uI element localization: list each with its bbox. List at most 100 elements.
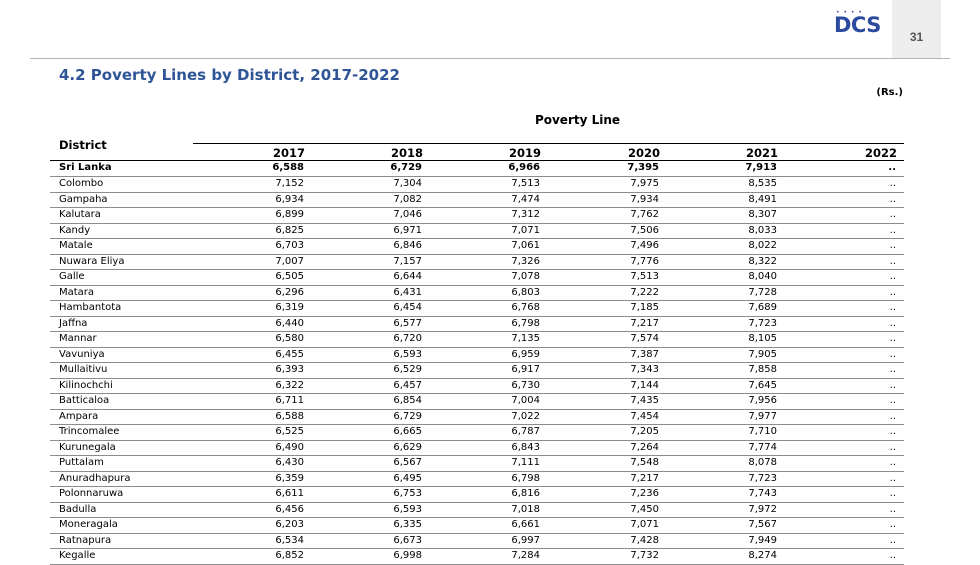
value-2019: 6,661 <box>511 519 540 530</box>
value-2019: 7,071 <box>511 224 540 236</box>
value-2019: 6,803 <box>511 286 540 298</box>
table-row: Polonnaruwa 6,611 6,753 6,816 7,236 7,743.. <box>50 487 904 503</box>
value-2022: .. <box>889 178 896 189</box>
district-name: Moneragala <box>59 519 118 530</box>
value-2019: 7,018 <box>511 503 540 515</box>
district-name: Ampara <box>59 410 99 422</box>
value-2019: 7,004 <box>511 395 540 406</box>
table-row: Kalutara 6,899 7,046 7,312 7,762 8,307.. <box>50 208 904 224</box>
table-row: Mannar 6,580 6,720 7,135 7,574 8,105.. <box>50 332 904 348</box>
value-2018: 6,665 <box>393 426 422 437</box>
value-2018: 6,335 <box>393 519 422 530</box>
table-row: Vavuniya 6,455 6,593 6,959 7,387 7,905.. <box>50 348 904 363</box>
district-name: Galle <box>59 271 85 282</box>
value-2022: .. <box>889 193 896 205</box>
value-2021: 7,905 <box>748 348 777 360</box>
value-2018: 6,593 <box>393 503 422 515</box>
header-rule-bottom <box>50 160 904 161</box>
value-2018: 6,720 <box>393 333 422 344</box>
value-2022: .. <box>889 209 896 220</box>
page-number-box: 31 <box>892 0 941 58</box>
value-2020: 7,387 <box>630 348 659 360</box>
district-name: Kegalle <box>59 550 96 561</box>
value-2017: 6,934 <box>275 193 304 205</box>
value-2022: .. <box>889 457 896 468</box>
logo-dots: • • • • <box>836 9 863 16</box>
value-2022: .. <box>889 364 896 375</box>
header-divider <box>30 58 950 59</box>
value-2019: 7,061 <box>511 240 540 251</box>
value-2018: 6,846 <box>393 240 422 251</box>
value-2021: 8,274 <box>748 550 777 561</box>
value-2019: 7,326 <box>511 255 540 267</box>
value-2020: 7,185 <box>630 302 659 313</box>
value-2018: 6,629 <box>393 441 422 453</box>
value-2022: .. <box>889 317 896 329</box>
value-2019: 6,798 <box>511 317 540 329</box>
table-row: Kegalle 6,852 6,998 7,284 7,732 8,274.. <box>50 549 904 565</box>
value-2020: 7,395 <box>627 162 659 173</box>
value-2020: 7,435 <box>630 395 659 406</box>
value-2020: 7,428 <box>630 534 659 546</box>
value-2022: .. <box>889 379 896 391</box>
district-name: Kalutara <box>59 209 101 220</box>
value-2020: 7,548 <box>630 457 659 468</box>
value-2018: 6,854 <box>393 395 422 406</box>
value-2017: 6,505 <box>275 271 304 282</box>
value-2022: .. <box>889 255 896 267</box>
district-name: Kandy <box>59 224 91 236</box>
value-2018: 6,454 <box>393 302 422 313</box>
value-2019: 7,078 <box>511 271 540 282</box>
value-2019: 7,022 <box>511 410 540 422</box>
table-row: Ratnapura 6,534 6,673 6,997 7,428 7,949.. <box>50 534 904 549</box>
value-2021: 7,956 <box>748 395 777 406</box>
value-2018: 6,529 <box>393 364 422 375</box>
value-2022: .. <box>889 348 896 360</box>
district-name: Hambantota <box>59 302 122 313</box>
value-2020: 7,450 <box>630 503 659 515</box>
value-2017: 6,525 <box>275 426 304 437</box>
value-2018: 6,431 <box>393 286 422 298</box>
table-row: Matara 6,296 6,431 6,803 7,222 7,728.. <box>50 286 904 301</box>
value-2021: 7,858 <box>748 364 777 375</box>
value-2022: .. <box>889 519 896 530</box>
table-row: Puttalam 6,430 6,567 7,111 7,548 8,078.. <box>50 456 904 472</box>
value-2020: 7,732 <box>630 550 659 561</box>
value-2021: 7,723 <box>748 317 777 329</box>
value-2022: .. <box>889 410 896 422</box>
value-2020: 7,762 <box>630 209 659 220</box>
header-rule-top <box>193 143 904 144</box>
value-2022: .. <box>889 240 896 251</box>
value-2017: 6,852 <box>275 550 304 561</box>
value-2022: .. <box>889 426 896 437</box>
district-name: Jaffna <box>59 317 88 329</box>
value-2019: 7,135 <box>511 333 540 344</box>
value-2020: 7,071 <box>630 519 659 530</box>
table-row: Matale 6,703 6,846 7,061 7,496 8,022.. <box>50 239 904 255</box>
value-2018: 7,046 <box>393 209 422 220</box>
district-name: Vavuniya <box>59 348 105 360</box>
value-2021: 7,710 <box>748 426 777 437</box>
value-2019: 6,730 <box>511 379 540 391</box>
table-row: Nuwara Eliya 7,007 7,157 7,326 7,776 8,322.. <box>50 255 904 270</box>
value-2022: .. <box>889 503 896 515</box>
value-2021: 8,040 <box>748 271 777 282</box>
value-2021: 8,307 <box>748 209 777 220</box>
value-2022: .. <box>889 534 896 546</box>
value-2022: .. <box>889 333 896 344</box>
value-2022: .. <box>889 302 896 313</box>
value-2017: 7,007 <box>275 255 304 267</box>
value-2021: 8,535 <box>748 178 777 189</box>
district-column-header: District <box>59 138 107 152</box>
value-2021: 7,567 <box>748 519 777 530</box>
value-2021: 7,977 <box>748 410 777 422</box>
value-2018: 6,729 <box>393 410 422 422</box>
value-2018: 6,753 <box>393 488 422 499</box>
district-name: Mannar <box>59 333 97 344</box>
year-header-2020: 2020 <box>627 146 660 160</box>
value-2021: 8,105 <box>748 333 777 344</box>
value-2018: 6,457 <box>393 379 422 391</box>
table-total-row: Sri Lanka 6,588 6,729 6,966 7,395 7,913.. <box>50 161 904 177</box>
value-2021: 7,774 <box>748 441 777 453</box>
value-2017: 6,440 <box>275 317 304 329</box>
